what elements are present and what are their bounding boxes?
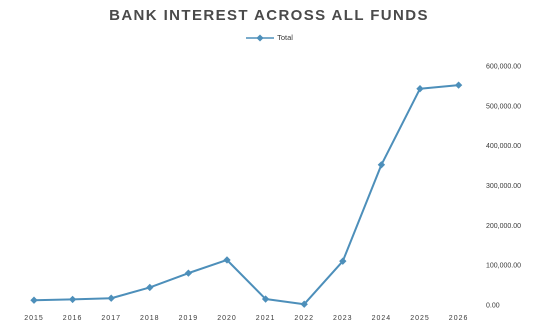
x-tick-label: 2023 — [333, 315, 353, 322]
x-tick-label: 2026 — [449, 315, 469, 322]
data-point-marker — [107, 294, 115, 302]
y-tick-label: 600,000.00 — [486, 64, 521, 71]
y-tick-label: 0.00 — [486, 303, 500, 310]
legend-line-marker-icon — [246, 33, 275, 42]
data-point-marker — [377, 161, 386, 169]
x-tick-label: 2024 — [372, 315, 392, 322]
x-tick-label: 2019 — [179, 315, 199, 322]
data-point-marker — [184, 269, 193, 277]
data-point-marker — [416, 85, 424, 93]
x-tick-label: 2018 — [140, 315, 160, 322]
legend: Total — [0, 33, 538, 42]
y-tick-label: 200,000.00 — [486, 223, 521, 230]
legend-label-total: Total — [277, 33, 293, 42]
y-tick-label: 400,000.00 — [486, 143, 521, 150]
y-tick-label: 100,000.00 — [486, 263, 521, 270]
x-tick-label: 2015 — [24, 315, 44, 322]
data-point-marker — [223, 256, 231, 264]
x-tick-label: 2020 — [217, 315, 237, 322]
chart-title: BANK INTEREST ACROSS ALL FUNDS — [109, 7, 429, 24]
y-tick-label: 500,000.00 — [486, 103, 521, 110]
data-point-marker — [146, 283, 154, 292]
x-tick-label: 2021 — [256, 315, 276, 322]
series-line-total — [33, 84, 460, 306]
data-point-marker — [30, 296, 38, 304]
x-tick-label: 2022 — [294, 315, 314, 322]
data-point-marker — [261, 295, 270, 303]
data-point-marker — [339, 257, 347, 265]
data-point-marker — [68, 295, 77, 304]
data-point-marker — [300, 300, 308, 308]
x-tick-label: 2017 — [101, 315, 121, 322]
x-tick-label: 2016 — [63, 315, 83, 322]
y-tick-label: 300,000.00 — [486, 183, 521, 190]
data-point-marker — [454, 81, 463, 89]
x-tick-label: 2025 — [410, 315, 430, 322]
